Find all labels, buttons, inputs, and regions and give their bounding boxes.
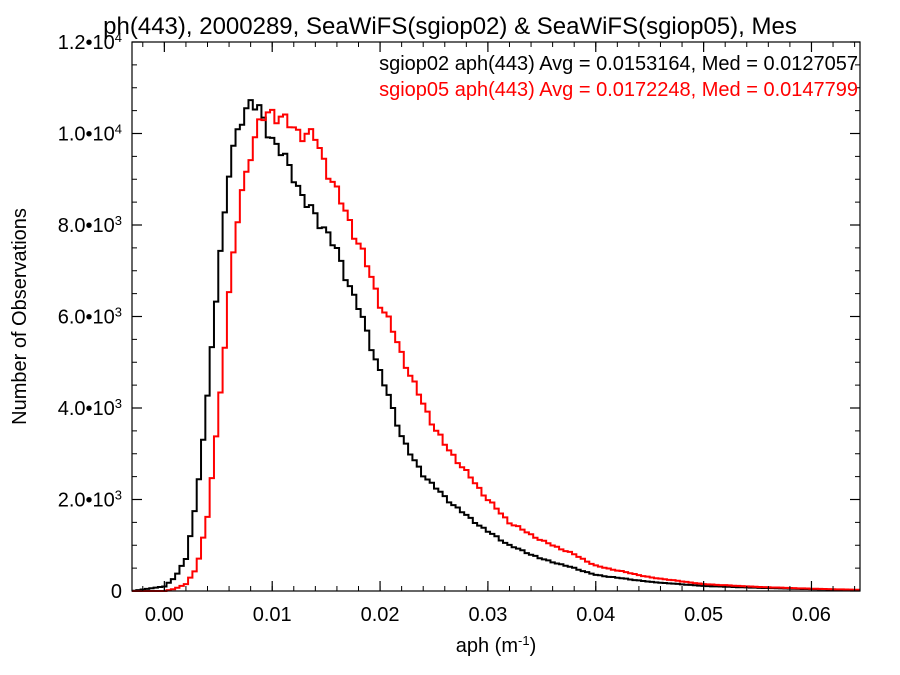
y-tick-label: 6.0•103	[58, 304, 122, 329]
x-tick-label: 0.03	[468, 604, 507, 626]
x-tick-label: 0.06	[792, 604, 831, 626]
chart-title: ph(443), 2000289, SeaWiFS(sgiop02) & Sea…	[103, 13, 797, 40]
y-tick-label: 0	[111, 581, 122, 603]
y-tick-label: 4.0•103	[58, 396, 122, 421]
x-axis-title-base: aph (m	[456, 635, 518, 657]
series-layer	[132, 99, 860, 592]
y-tick-label: 8.0•103	[58, 213, 122, 238]
x-axis-title-tail: )	[530, 635, 537, 657]
x-tick-label: 0.02	[361, 604, 400, 626]
legend-entry-2: sgiop05 aph(443) Avg = 0.0172248, Med = …	[379, 79, 858, 101]
y-tick-label: 2.0•103	[58, 487, 122, 512]
legend: sgiop02 aph(443) Avg = 0.0153164, Med = …	[379, 53, 858, 101]
x-tick-label: 0.01	[253, 604, 292, 626]
x-tick-label: 0.04	[576, 604, 615, 626]
series-line-2	[132, 108, 860, 592]
legend-entry-1: sgiop02 aph(443) Avg = 0.0153164, Med = …	[379, 53, 858, 75]
y-tick-label: 1.0•104	[58, 121, 122, 146]
x-axis-title-sup: -1	[518, 633, 530, 648]
x-tick-label: 0.05	[684, 604, 723, 626]
x-tick-label: 0.00	[145, 604, 184, 626]
y-tick-label: 1.2•104	[58, 30, 122, 55]
x-axis: 0.00 0.01 0.02 0.03 0.04 0.05 0.06	[142, 42, 856, 626]
series-line-1	[132, 99, 860, 592]
y-axis-title: Number of Observations	[9, 208, 31, 425]
y-axis: 0 2.0•103 4.0•103 6.0•103 8.0•103 1.0•104 1.2•…	[58, 30, 860, 603]
x-axis-title: aph (m-1)	[456, 633, 536, 658]
